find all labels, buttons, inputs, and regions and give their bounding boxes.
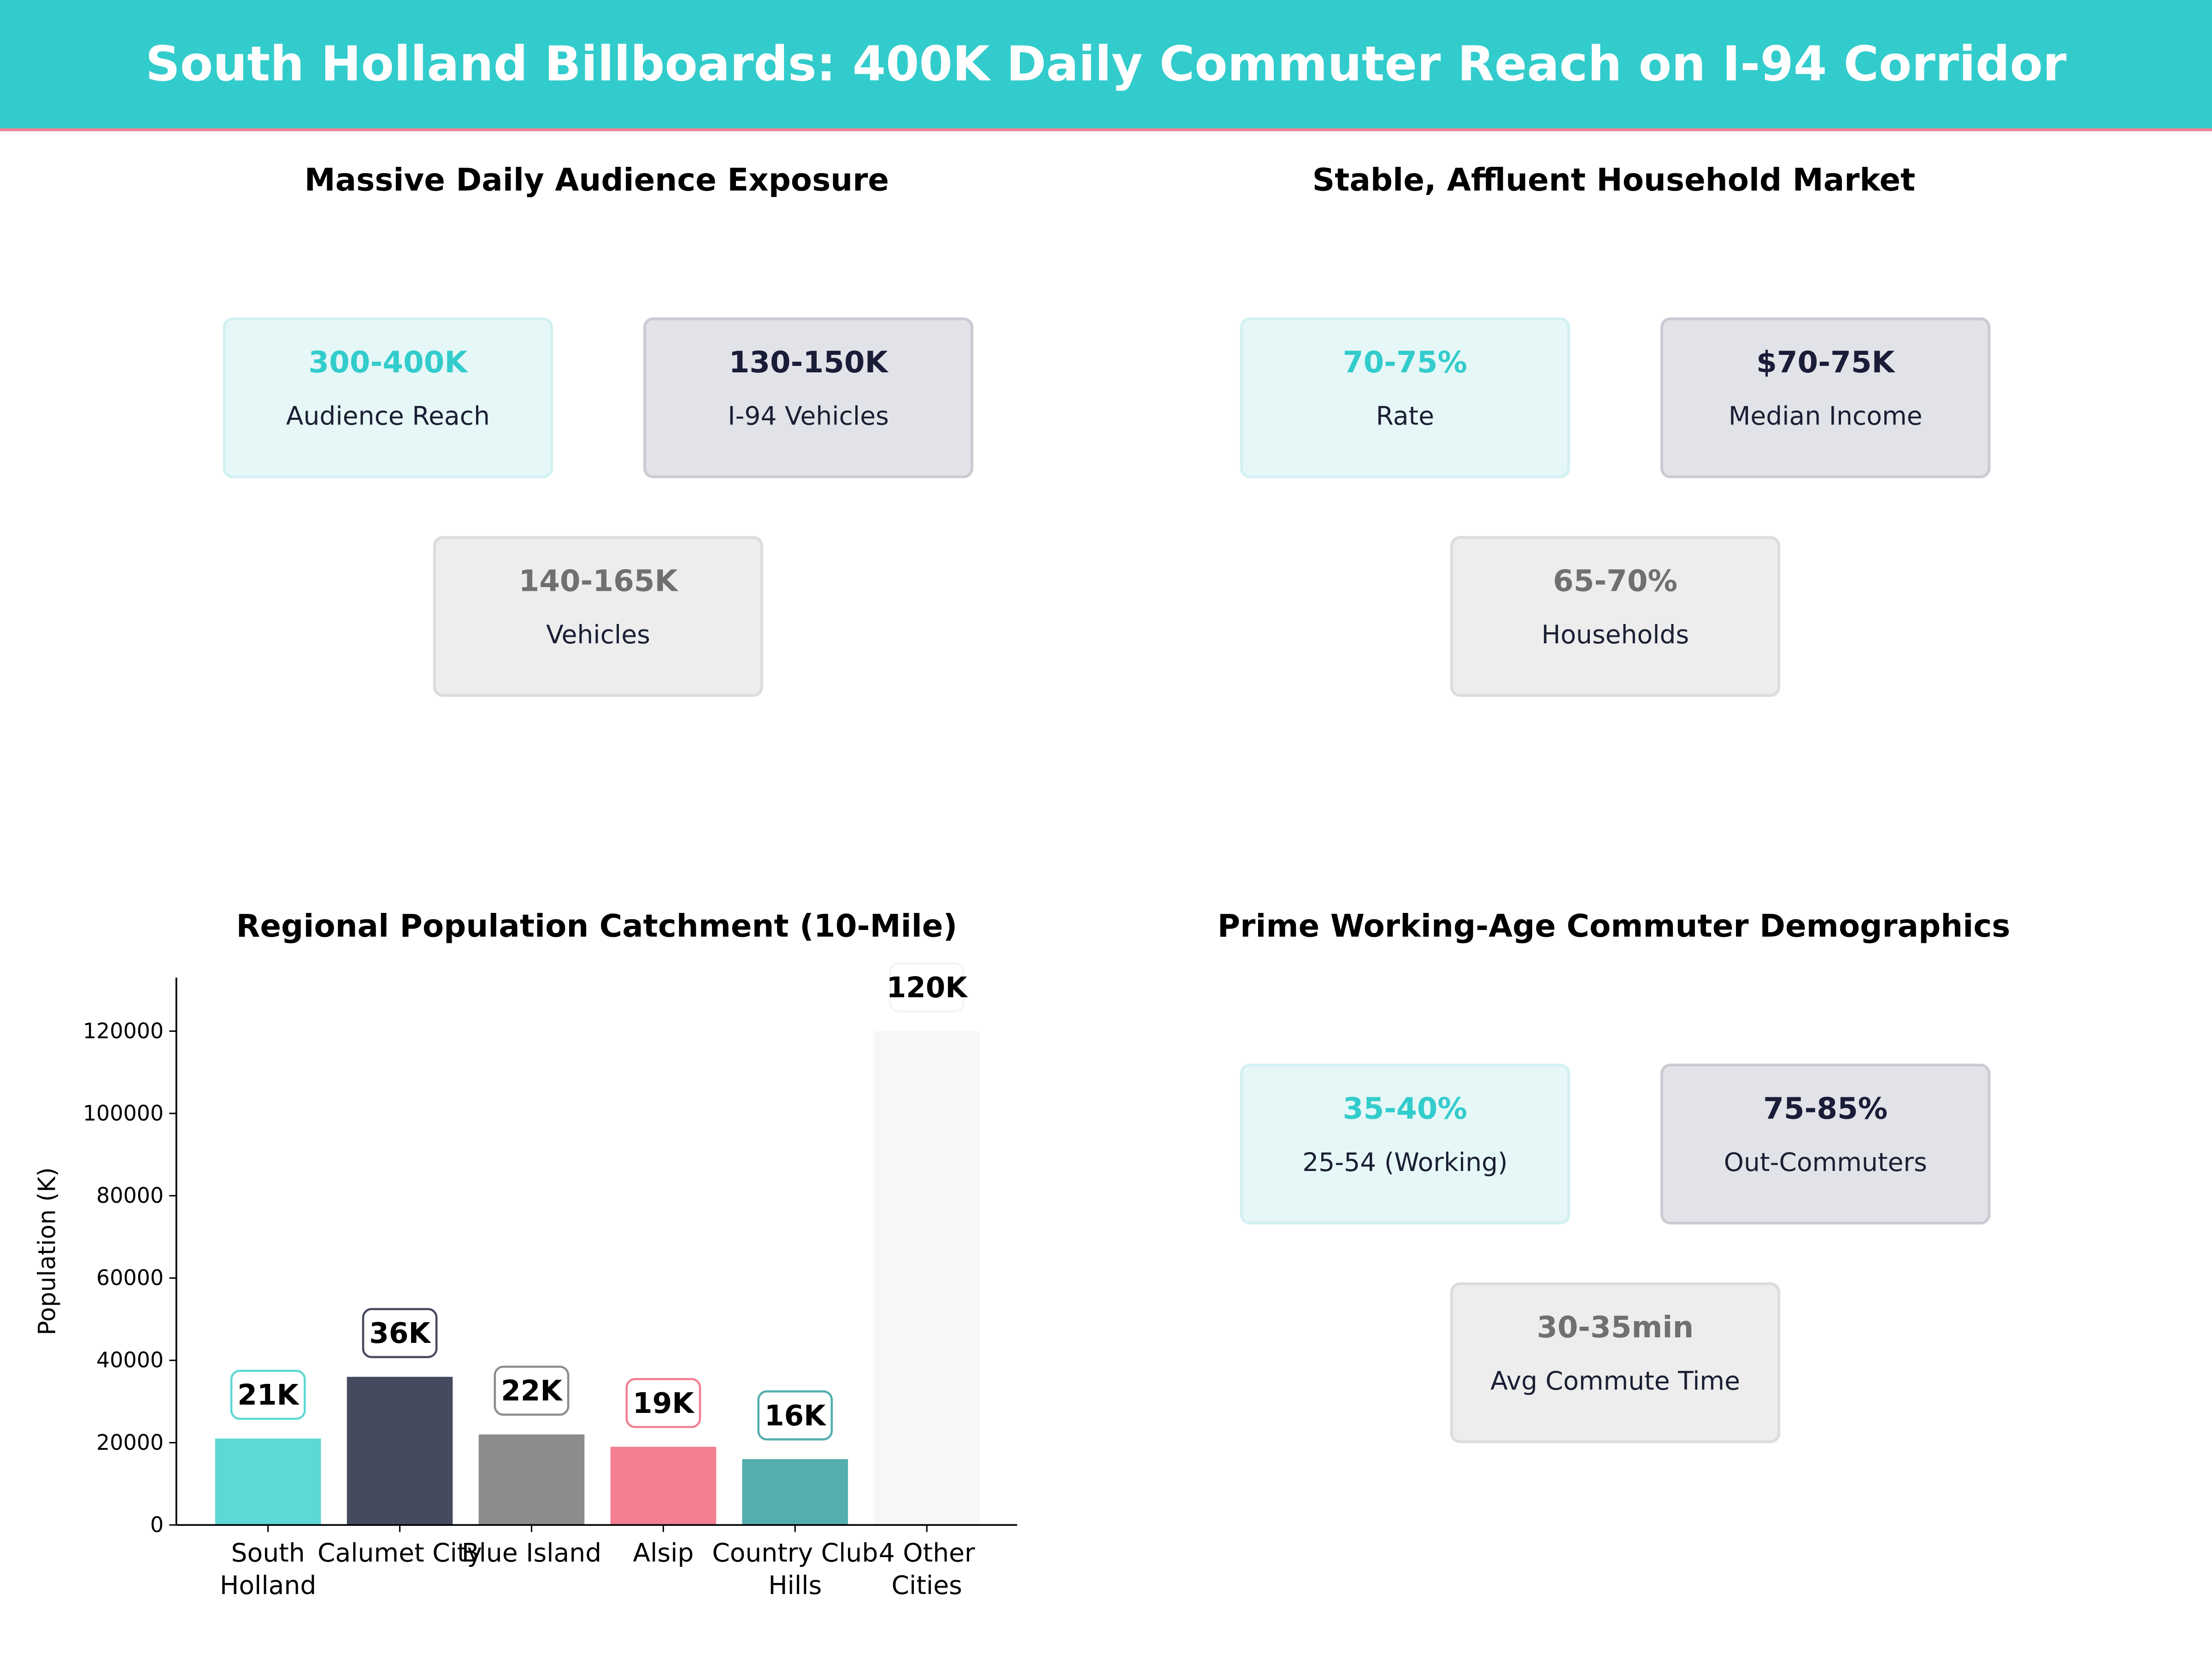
y-axis-label: Population (K) [33,1167,61,1335]
metric-card: 300-400K Audience Reach [223,317,553,478]
metric-value: 140-165K [518,564,678,598]
metric-value: 65-70% [1553,564,1678,598]
metric-card: 130-150K I-94 Vehicles [643,317,974,478]
x-tick-label: Cities [892,1571,962,1600]
metric-label: Vehicles [546,620,650,651]
data-label-box [494,1365,570,1416]
metric-value: 30-35min [1536,1310,1694,1345]
y-tick-label: 60000 [96,1265,164,1290]
data-label-box [230,1370,306,1420]
metric-card: 35-40% 25-54 (Working) [1240,1064,1571,1225]
bar [347,1377,453,1525]
x-tick-label: Alsip [633,1538,694,1568]
data-label: 19K [633,1387,695,1420]
data-label: 120K [887,971,969,1004]
x-tick-label: South [231,1538,305,1568]
y-tick-label: 0 [150,1512,164,1537]
metric-label: Avg Commute Time [1490,1367,1741,1397]
metric-card: $70-75K Median Income [1660,317,1991,478]
metric-card: 65-70% Households [1450,536,1781,697]
metric-label: Rate [1376,402,1435,432]
y-tick-label: 20000 [96,1430,164,1455]
metric-label: I-94 Vehicles [728,402,889,432]
panel-title-demographics: Prime Working-Age Commuter Demographics [1217,910,2011,946]
y-tick-label: 80000 [96,1183,164,1208]
y-tick-label: 120000 [83,1018,164,1043]
data-label: 16K [765,1400,827,1432]
y-tick-label: 40000 [96,1347,164,1372]
data-label-box [889,962,965,1012]
metric-card: 70-75% Rate [1240,317,1571,478]
metric-label: Median Income [1728,402,1923,432]
population-bar-chart: 21K South Holland 36K Calumet City 22K Blue Is… [33,962,1018,1600]
metric-value: 75-85% [1763,1092,1888,1126]
panel-title-household: Stable, Affluent Household Market [1312,164,1916,199]
metric-value: 35-40% [1342,1092,1467,1126]
x-tick-label: 4 Other [879,1538,975,1568]
x-tick-label: Blue Island [462,1538,601,1568]
x-tick-label: Calumet City [318,1538,482,1568]
metric-label: 25-54 (Working) [1302,1148,1508,1178]
bar [610,1447,717,1525]
bar [742,1459,848,1525]
data-label-box [362,1308,438,1359]
data-label-box [757,1390,833,1441]
metric-label: Audience Reach [286,402,490,432]
metric-value: 70-75% [1342,345,1467,380]
x-tick-label: Hills [768,1571,822,1600]
metric-card: 75-85% Out-Commuters [1660,1064,1991,1225]
metric-label: Households [1541,620,1689,651]
bar [215,1438,321,1525]
y-tick-label: 100000 [83,1100,164,1125]
metric-value: 130-150K [729,345,888,380]
x-tick-label: Holland [220,1571,316,1600]
metric-value: $70-75K [1756,345,1895,380]
metric-card: 30-35min Avg Commute Time [1450,1282,1781,1443]
bar [478,1434,585,1525]
data-label-box [625,1378,701,1428]
data-label: 21K [237,1379,300,1412]
page-title: South Holland Billboards: 400K Daily Com… [145,36,2067,93]
data-label: 22K [501,1375,563,1407]
bar [874,1031,980,1525]
metric-value: 300-400K [308,345,468,380]
x-tick-label: Country Club [712,1538,878,1568]
chart-title: Regional Population Catchment (10-Mile) [236,910,958,946]
data-label: 36K [369,1317,431,1350]
metric-card: 140-165K Vehicles [433,536,764,697]
metric-label: Out-Commuters [1724,1148,1927,1178]
header-banner: South Holland Billboards: 400K Daily Com… [0,0,2212,131]
panel-title-audience: Massive Daily Audience Exposure [304,164,889,199]
